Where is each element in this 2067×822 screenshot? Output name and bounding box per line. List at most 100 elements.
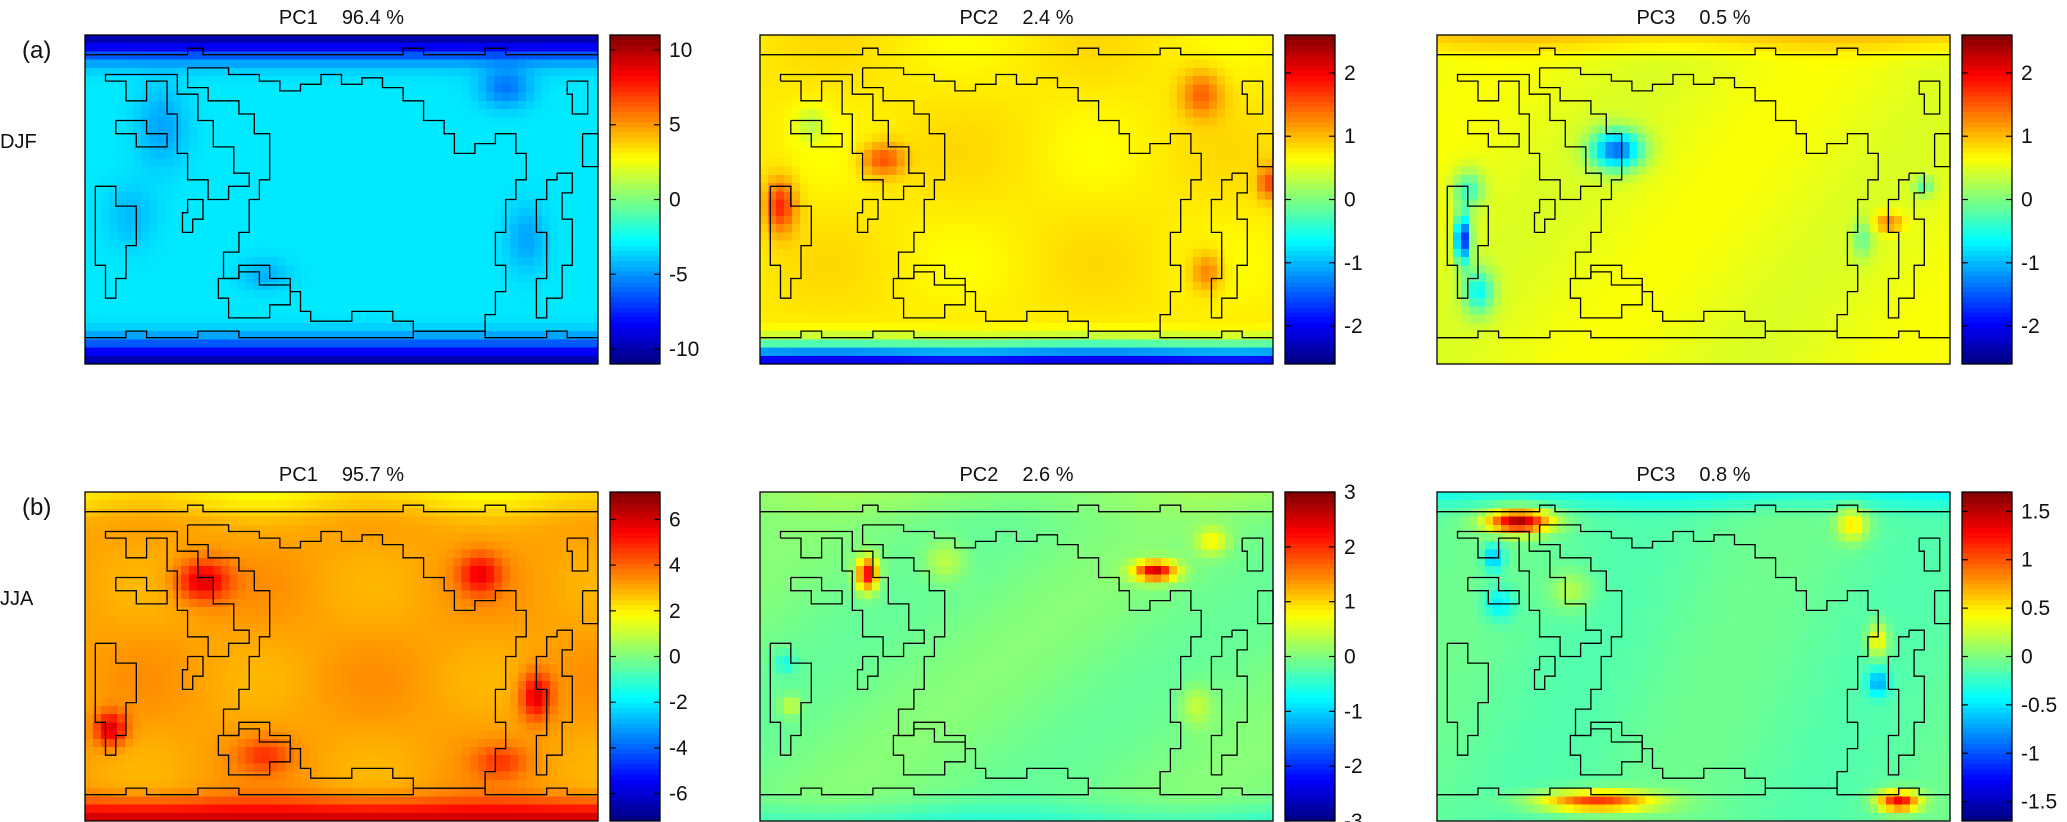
heatmap-cell <box>358 35 367 44</box>
heatmap-cell <box>1008 142 1017 151</box>
heatmap-cell <box>181 232 190 241</box>
heatmap-cell <box>245 232 254 241</box>
heatmap-cell <box>133 150 142 159</box>
heatmap-cell <box>1265 51 1274 60</box>
heatmap-cell <box>1153 274 1162 283</box>
heatmap-cell <box>221 35 230 44</box>
heatmap-cell <box>1105 43 1114 52</box>
heatmap-cell <box>317 257 326 266</box>
heatmap-cell <box>856 331 865 340</box>
heatmap-cell <box>109 167 118 176</box>
heatmap-cell <box>462 175 471 184</box>
heatmap-cell <box>309 125 318 134</box>
heatmap-cell <box>510 84 519 93</box>
heatmap-cell <box>1041 224 1050 233</box>
heatmap-cell <box>944 175 953 184</box>
heatmap-cell <box>1177 257 1186 266</box>
heatmap-cell <box>366 191 375 200</box>
heatmap-cell <box>446 331 455 340</box>
heatmap-cell <box>101 323 110 332</box>
heatmap-cell <box>165 35 174 44</box>
heatmap-cell <box>165 241 174 250</box>
heatmap-cell <box>960 117 969 126</box>
heatmap-cell <box>494 84 503 93</box>
heatmap-cell <box>486 315 495 324</box>
heatmap-cell <box>390 84 399 93</box>
heatmap-cell <box>1137 109 1146 118</box>
heatmap-cell <box>229 51 238 60</box>
heatmap-cell <box>333 175 342 184</box>
heatmap-cell <box>125 232 134 241</box>
heatmap-cell <box>333 117 342 126</box>
heatmap-cell <box>896 51 905 60</box>
heatmap-cell <box>406 249 415 258</box>
heatmap-cell <box>342 315 351 324</box>
heatmap-cell <box>992 117 1001 126</box>
heatmap-cell <box>808 68 817 77</box>
heatmap-cell <box>984 150 993 159</box>
heatmap-cell <box>454 241 463 250</box>
heatmap-cell <box>1089 35 1098 44</box>
heatmap-cell <box>261 348 270 357</box>
heatmap-cell <box>936 232 945 241</box>
heatmap-cell <box>968 93 977 102</box>
heatmap-cell <box>358 224 367 233</box>
heatmap-cell <box>237 298 246 307</box>
heatmap-cell <box>1065 315 1074 324</box>
heatmap-cell <box>960 125 969 134</box>
heatmap-cell <box>1241 183 1250 192</box>
heatmap-cell <box>864 51 873 60</box>
heatmap-cell <box>1209 35 1218 44</box>
heatmap-cell <box>518 200 527 209</box>
heatmap-cell <box>101 356 110 365</box>
heatmap-cell <box>1145 175 1154 184</box>
heatmap-cell <box>1257 183 1266 192</box>
heatmap-cell <box>534 150 543 159</box>
heatmap-cell <box>269 60 278 69</box>
heatmap-cell <box>808 265 817 274</box>
heatmap-cell <box>526 60 535 69</box>
heatmap-cell <box>840 208 849 217</box>
heatmap-cell <box>1089 232 1098 241</box>
heatmap-cell <box>333 150 342 159</box>
heatmap-cell <box>406 51 415 60</box>
heatmap-cell <box>566 60 575 69</box>
heatmap-cell <box>189 150 198 159</box>
heatmap-cell <box>1241 125 1250 134</box>
heatmap-cell <box>1113 117 1122 126</box>
heatmap-cell <box>1265 35 1274 44</box>
heatmap-cell <box>510 68 519 77</box>
heatmap-cell <box>550 93 559 102</box>
heatmap-cell <box>1105 101 1114 110</box>
heatmap-cell <box>277 290 286 299</box>
heatmap-cell <box>912 200 921 209</box>
heatmap-cell <box>1089 241 1098 250</box>
heatmap-cell <box>406 232 415 241</box>
heatmap-cell <box>1241 134 1250 143</box>
heatmap-cell <box>494 265 503 274</box>
heatmap-cell <box>992 76 1001 85</box>
heatmap-cell <box>1257 117 1266 126</box>
heatmap-cell <box>406 60 415 69</box>
heatmap-cell <box>1041 125 1050 134</box>
heatmap-cell <box>133 315 142 324</box>
heatmap-cell <box>808 109 817 118</box>
heatmap-cell <box>245 356 254 365</box>
heatmap-cell <box>1185 306 1194 315</box>
heatmap-cell <box>462 216 471 225</box>
heatmap-cell <box>358 265 367 274</box>
heatmap-cell <box>478 306 487 315</box>
heatmap-cell <box>1161 60 1170 69</box>
heatmap-cell <box>1121 265 1130 274</box>
heatmap-cell <box>358 331 367 340</box>
heatmap-cell <box>197 249 206 258</box>
heatmap-cell <box>358 84 367 93</box>
heatmap-cell <box>462 265 471 274</box>
heatmap-cell <box>566 43 575 52</box>
heatmap-cell <box>582 68 591 77</box>
heatmap-cell <box>1081 208 1090 217</box>
heatmap-cell <box>486 175 495 184</box>
heatmap-cell <box>101 191 110 200</box>
colorbar-segment <box>610 40 660 46</box>
heatmap-cell <box>149 265 158 274</box>
